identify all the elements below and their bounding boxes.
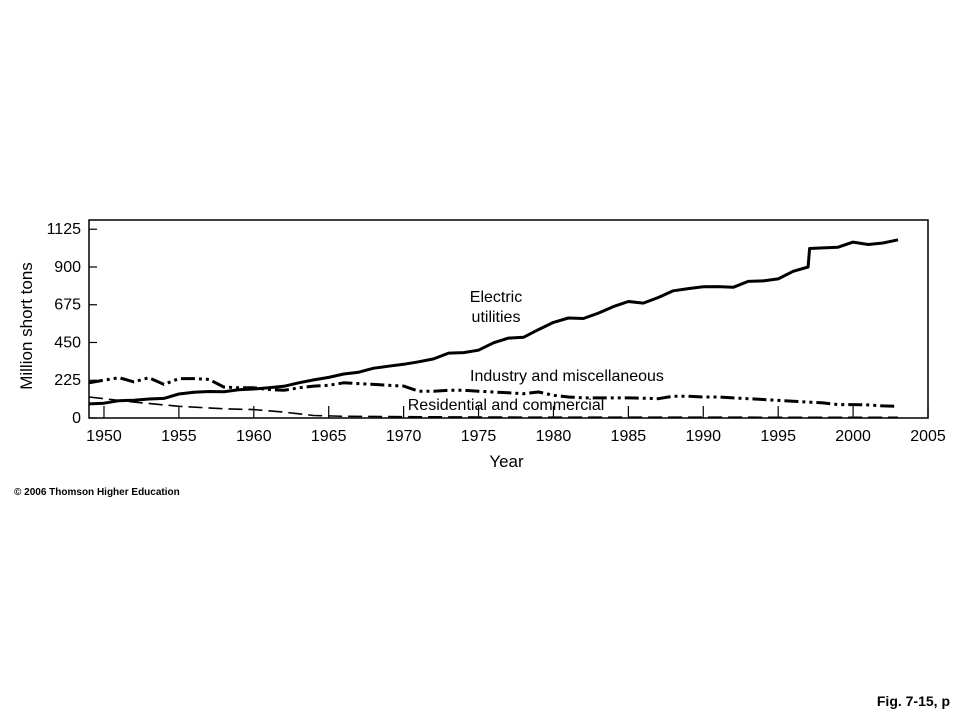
plot-frame: [88, 219, 929, 419]
y-tick-label: 450: [54, 334, 81, 351]
residential-commercial-line: [88, 396, 898, 419]
x-tick-label: 1965: [311, 428, 347, 445]
x-axis-title: Year: [489, 452, 524, 471]
series-layer: [88, 238, 899, 419]
x-tick-label: 1995: [760, 428, 796, 445]
y-tick-label: 0: [72, 410, 81, 427]
x-tick-label: 2000: [835, 428, 871, 445]
annotation-electric: Electric: [470, 289, 522, 306]
y-tick-label: 1125: [47, 221, 82, 238]
label-layer: Year Million short tons Electric utilities I…: [17, 262, 664, 471]
industry-miscellaneous-line: [88, 376, 899, 408]
copyright-notice: © 2006 Thomson Higher Education: [14, 487, 180, 498]
annotation-utilities: utilities: [472, 309, 521, 326]
x-tick-label: 1985: [611, 428, 647, 445]
x-tick-label: 2005: [910, 428, 946, 445]
figure-label: Fig. 7-15, p: [876, 693, 950, 709]
x-tick-label: 1950: [86, 428, 122, 445]
x-tick-label: 1970: [386, 428, 422, 445]
y-tick-label: 900: [54, 259, 81, 276]
x-tick-label: 1990: [685, 428, 721, 445]
x-tick-label: 1980: [536, 428, 572, 445]
y-axis-title: Million short tons: [17, 262, 36, 390]
x-tick-label: 1960: [236, 428, 272, 445]
y-tick-label: 675: [54, 297, 81, 314]
electric-utilities-line: [88, 238, 899, 406]
x-tick-label: 1975: [461, 428, 497, 445]
annotation-industry-miscellaneous: Industry and miscellaneous: [470, 368, 664, 385]
plot-frame-layer: [88, 219, 929, 419]
annotation-residential-commercial: Residential and commercial: [408, 397, 605, 414]
tick-layer: 0 225 450 675 900 1125 1950 1955 1960 1965 1970 197…: [47, 221, 946, 445]
y-tick-label: 225: [54, 372, 81, 389]
x-tick-label: 1955: [161, 428, 197, 445]
